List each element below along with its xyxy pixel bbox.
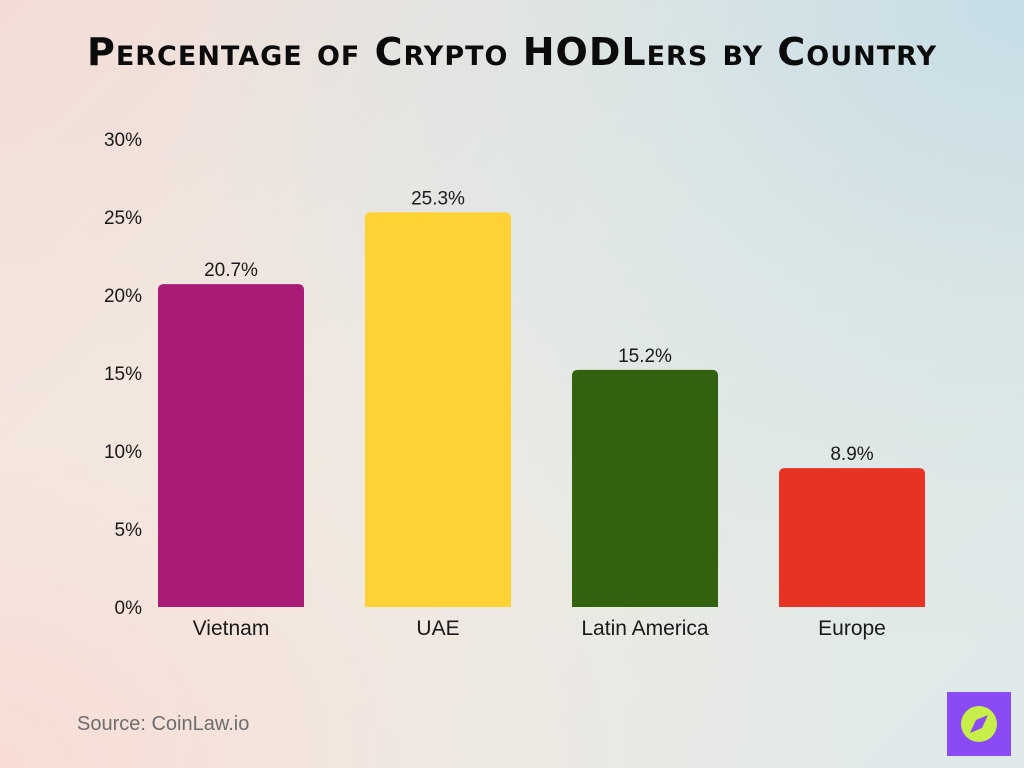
category-label: Vietnam <box>193 617 270 640</box>
source-text: Source: CoinLaw.io <box>77 713 250 735</box>
category-label: UAE <box>416 617 459 640</box>
y-tick-label: 15% <box>104 364 142 385</box>
bars-group <box>158 212 925 607</box>
brand-logo <box>947 692 1011 756</box>
bar-uae <box>365 212 511 607</box>
chart-title: Percentage of Crypto HODLers by Country <box>86 30 938 74</box>
y-tick-label: 10% <box>104 442 142 463</box>
y-tick-label: 5% <box>115 520 143 541</box>
y-tick-label: 0% <box>115 598 143 619</box>
bar-vietnam <box>158 284 304 607</box>
data-label: 8.9% <box>830 444 873 465</box>
bar-europe <box>779 468 925 607</box>
data-label: 25.3% <box>411 188 465 209</box>
compass-icon <box>961 706 997 742</box>
category-labels-group: Vietnam UAE Latin America Europe <box>193 617 886 640</box>
y-tick-label: 25% <box>104 208 142 229</box>
y-tick-label: 20% <box>104 286 142 307</box>
category-label: Europe <box>818 617 886 640</box>
data-label: 15.2% <box>618 346 672 367</box>
y-tick-label: 30% <box>104 130 142 151</box>
category-label: Latin America <box>581 617 709 640</box>
bar-latin-america <box>572 369 718 607</box>
y-axis-ticks: 0% 5% 10% 15% 20% 25% 30% <box>104 130 142 619</box>
data-label: 20.7% <box>204 260 258 281</box>
data-labels-group: 20.7% 25.3% 15.2% 8.9% <box>204 188 874 465</box>
